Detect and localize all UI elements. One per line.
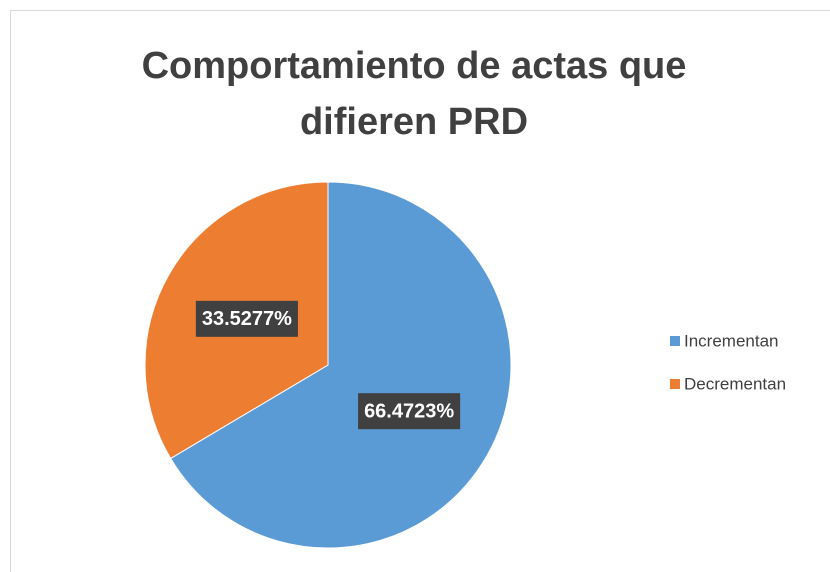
chart-title: Comportamiento de actas que difieren PRD [141, 45, 687, 143]
value-label: 66.4723% [364, 400, 454, 422]
chart-frame [10, 10, 830, 572]
value-label-box [358, 393, 461, 430]
legend-swatch [670, 379, 680, 389]
legend-label: Incrementan [684, 331, 779, 350]
legend-swatch [670, 336, 680, 346]
legend-label: Decrementan [684, 374, 786, 393]
pie-slice [169, 181, 512, 549]
value-label: 33.5277% [202, 308, 292, 330]
value-label-box [195, 300, 298, 337]
